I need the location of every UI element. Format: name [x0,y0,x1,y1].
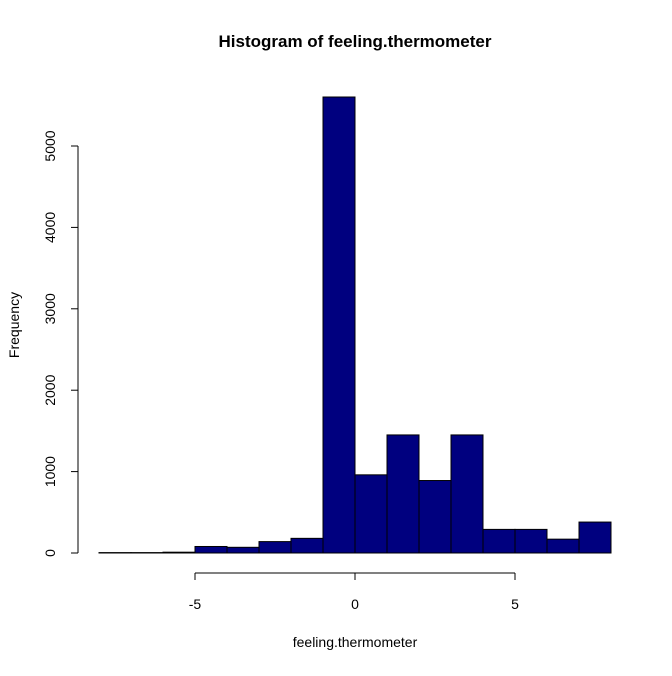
histogram-bar [419,481,451,553]
histogram-bar [515,529,547,553]
y-axis: 0 1000 2000 3000 4000 5000 [42,130,78,557]
y-tick-label: 4000 [42,212,58,243]
histogram-bar [547,539,579,553]
x-axis-title: feeling.thermometer [293,634,418,650]
y-tick-label: 3000 [42,293,58,324]
x-tick-label: 5 [511,596,519,612]
x-axis: -5 0 5 [189,573,519,612]
histogram-bars [99,97,611,553]
y-tick-label: 2000 [42,374,58,405]
histogram-bar [323,97,355,553]
histogram-bar [227,547,259,553]
x-tick-label: 0 [351,596,359,612]
histogram-bar [163,552,195,553]
chart-title: Histogram of feeling.thermometer [219,32,492,51]
histogram-bar [355,475,387,553]
y-axis-title: Frequency [6,292,22,358]
histogram-bar [387,435,419,553]
histogram-bar [195,546,227,553]
x-tick-label: -5 [189,596,202,612]
histogram-bar [291,538,323,553]
histogram-bar [579,522,611,553]
histogram-bar [451,435,483,553]
y-tick-label: 0 [42,549,58,557]
y-tick-label: 1000 [42,456,58,487]
y-tick-label: 5000 [42,130,58,161]
histogram-bar [259,542,291,553]
histogram-bar [483,529,515,553]
